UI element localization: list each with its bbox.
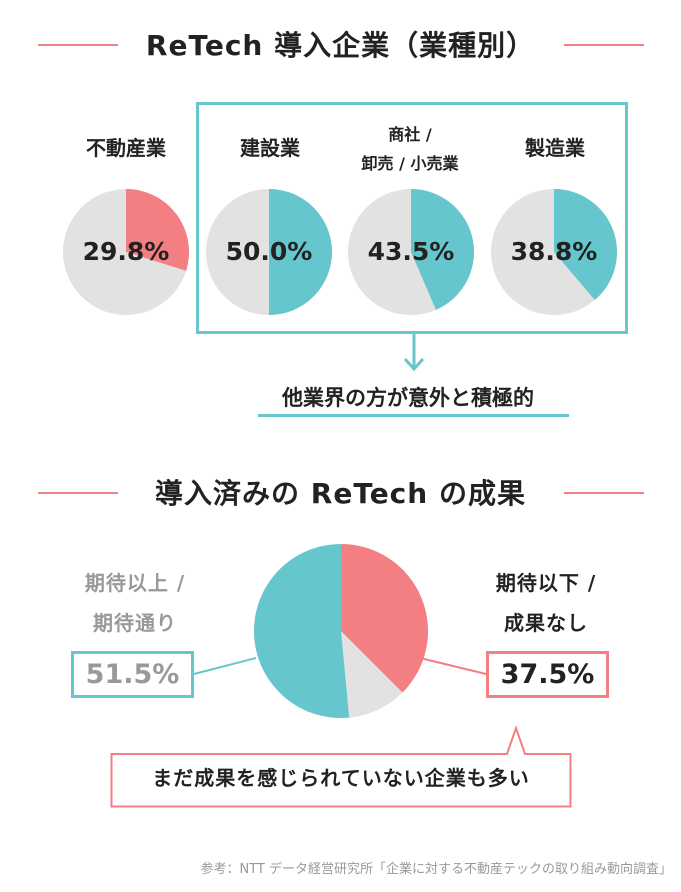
- title-rule-left: [38, 44, 118, 46]
- negative-label-line2: 成果なし: [504, 611, 588, 635]
- pie-slice-positive: [254, 544, 350, 718]
- category-label-trading-line1: 商社 /: [388, 125, 432, 144]
- source-note: 参考：NTT データ経営研究所「企業に対する不動産テックの取り組み動向調査」: [200, 862, 672, 877]
- down-arrow-icon: [403, 334, 425, 372]
- pie-value-real-estate: 29.8%: [82, 237, 170, 266]
- pie-value-manufacturing: 38.8%: [510, 237, 598, 266]
- highlight-frame: [196, 102, 628, 334]
- positive-label-line1: 期待以上 /: [84, 571, 186, 595]
- pie-slice-negative: [341, 544, 429, 693]
- pie-slice-manufacturing: [554, 189, 618, 301]
- callout-text: まだ成果を感じられていない企業も多い: [152, 766, 530, 790]
- pie-value-construction: 50.0%: [225, 237, 313, 266]
- category-label-manufacturing: 製造業: [525, 136, 585, 160]
- positive-label-line2: 期待通り: [93, 611, 177, 635]
- title2-rule-left: [38, 492, 118, 494]
- negative-connector: [419, 657, 487, 675]
- positive-value-box: 51.5%: [71, 651, 194, 698]
- callout-box: [110, 726, 572, 808]
- pie-slice-real-estate: [126, 189, 189, 271]
- category-label-construction: 建設業: [240, 136, 300, 160]
- title-rule-right: [564, 44, 644, 46]
- positive-connector: [193, 657, 257, 675]
- pie-value-trading: 43.5%: [367, 237, 455, 266]
- section2-title: 導入済みの ReTech の成果: [155, 477, 526, 510]
- pie-slice-construction: [269, 189, 332, 315]
- section1-title: ReTech 導入企業（業種別）: [145, 29, 536, 62]
- category-label-real-estate: 不動産業: [86, 136, 166, 160]
- note-text: 他業界の方が意外と積極的: [282, 386, 534, 410]
- note-underline: [258, 414, 569, 417]
- category-label-trading-line2: 卸売 / 小売業: [361, 154, 459, 173]
- negative-label-line1: 期待以下 /: [495, 571, 597, 595]
- pie-slice-trading: [411, 189, 475, 310]
- negative-value-box: 37.5%: [486, 651, 609, 698]
- title2-rule-right: [564, 492, 644, 494]
